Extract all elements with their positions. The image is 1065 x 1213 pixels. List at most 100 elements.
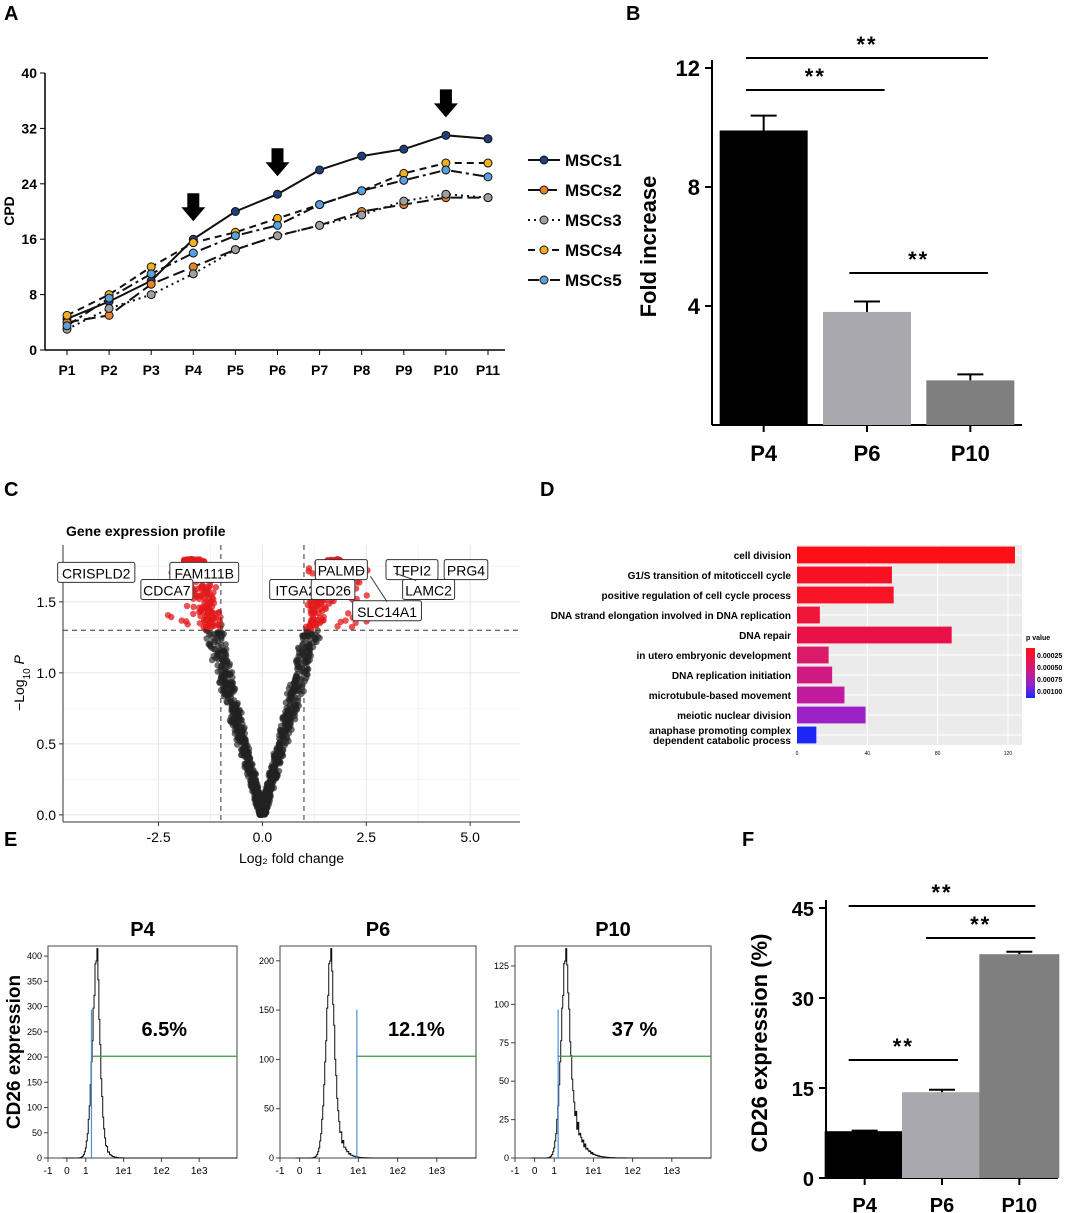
c-gene-label-box xyxy=(57,561,136,583)
a-legend-label: MSCs3 xyxy=(565,211,622,230)
e-y-tick-label: 200 xyxy=(27,1052,42,1062)
d-category-label: G1/S transition of mitoticcell cycle xyxy=(628,571,792,582)
a-data-point xyxy=(441,189,451,199)
down-arrow-icon xyxy=(265,148,290,177)
b-y-axis-label: Fold increase xyxy=(636,176,661,318)
a-data-point xyxy=(104,303,114,313)
c-x-tick-label: 0.0 xyxy=(253,829,273,845)
c-point xyxy=(272,752,280,759)
c-point xyxy=(281,727,289,734)
c-gene-label: PALMD xyxy=(318,563,365,579)
d-legend-value: 0.00100 xyxy=(1037,689,1062,696)
c-y-tick-label: 1.5 xyxy=(37,594,57,610)
c-point xyxy=(264,786,272,794)
c-gene-label: SLC14A1 xyxy=(357,604,417,620)
a-data-point xyxy=(483,193,493,203)
e-y-tick-label: 0 xyxy=(37,1153,42,1163)
a-data-point xyxy=(441,165,451,175)
e-plot-frame xyxy=(47,945,238,1159)
c-point xyxy=(255,803,262,810)
e-y-tick-label: 50 xyxy=(32,1128,42,1138)
c-point xyxy=(226,682,233,690)
e-y-tick-label: 75 xyxy=(499,1038,509,1048)
e-x-tick-label: 1e1 xyxy=(115,1166,132,1177)
a-data-point xyxy=(146,269,156,279)
f-x-tick-label: P6 xyxy=(930,1195,954,1213)
a-data-point xyxy=(273,231,282,241)
b-bar-p4 xyxy=(719,130,808,425)
c-gene-label-box xyxy=(402,578,456,600)
b-y-tick-label: 8 xyxy=(688,175,700,200)
panel-c-volcano-plot: -2.5 0.0 2.5 5.0 0.0 0.5 1.0 1.5 Gene expression… xyxy=(11,523,520,866)
c-point xyxy=(282,713,289,720)
a-series-line-5 xyxy=(66,168,489,327)
a-data-point xyxy=(315,165,325,175)
c-gene-label-box xyxy=(140,578,194,600)
c-point xyxy=(281,720,288,727)
a-legend-marker xyxy=(539,275,549,285)
c-point-significant xyxy=(207,598,215,605)
e-y-tick-label: 0 xyxy=(504,1153,509,1163)
c-point xyxy=(223,691,230,699)
d-legend-title: p value xyxy=(1026,635,1050,642)
a-data-point xyxy=(230,231,240,241)
a-data-point xyxy=(273,220,282,230)
c-point xyxy=(217,676,224,683)
f-y-tick-label: 45 xyxy=(792,899,814,921)
a-legend-marker xyxy=(539,185,549,195)
c-x-tick-label: 5.0 xyxy=(460,829,480,845)
e-x-tick-label: 1 xyxy=(551,1166,557,1177)
c-gene-label: CRISPLD2 xyxy=(62,565,131,581)
d-bar xyxy=(797,566,892,584)
c-point-significant xyxy=(344,610,352,617)
a-y-tick-label: 24 xyxy=(21,176,37,192)
f-x-tick-label: P4 xyxy=(852,1195,877,1213)
f-significance-label: ** xyxy=(931,880,952,905)
panel-a-line-chart: 0 8 16 24 32 40 P1 P2 P3 P4 P5 P6 P7 P8 P9 P10 P11 CPD MSC… xyxy=(1,65,622,378)
panel-label-f: F xyxy=(742,829,754,851)
panel-label-a: A xyxy=(4,3,18,25)
e-x-tick-label: 1e1 xyxy=(585,1166,602,1177)
c-point-significant xyxy=(190,610,197,618)
c-point-significant xyxy=(190,603,197,611)
d-category-label: cell division xyxy=(734,551,791,562)
a-x-tick-label: P9 xyxy=(395,362,412,378)
c-point-significant xyxy=(184,621,191,628)
a-data-point xyxy=(399,196,409,206)
a-y-tick-label: 0 xyxy=(29,342,37,358)
e-y-tick-label: 50 xyxy=(499,1076,509,1086)
c-point-significant xyxy=(348,623,356,631)
a-data-point xyxy=(62,321,72,331)
c-point xyxy=(252,789,259,797)
a-legend-label: MSCs1 xyxy=(565,151,622,170)
c-point xyxy=(286,701,294,709)
c-x-tick-label: 2.5 xyxy=(357,829,377,845)
a-legend-label: MSCs4 xyxy=(565,241,622,260)
f-x-tick-label: P10 xyxy=(1002,1195,1038,1213)
c-point xyxy=(226,660,233,668)
c-point-significant xyxy=(208,603,216,610)
a-x-tick-label: P1 xyxy=(58,362,75,378)
a-y-tick-label: 32 xyxy=(21,120,37,136)
d-bar xyxy=(797,586,894,604)
c-point xyxy=(251,771,258,778)
d-bar xyxy=(797,546,1015,564)
a-x-tick-label: P7 xyxy=(311,362,328,378)
panel-label-e: E xyxy=(4,829,17,851)
e-y-tick-label: 250 xyxy=(27,1027,42,1037)
e-percent-label: 6.5% xyxy=(141,1019,187,1041)
c-point xyxy=(299,648,307,655)
down-arrow-icon xyxy=(181,193,206,222)
c-point xyxy=(205,640,212,648)
d-bar xyxy=(797,686,845,704)
c-point xyxy=(288,691,296,698)
c-point xyxy=(281,742,288,749)
d-x-tick-label: 0 xyxy=(796,751,799,757)
b-x-tick-label: P4 xyxy=(750,441,778,466)
d-category-label: dependent catabolic process xyxy=(653,736,791,747)
c-point xyxy=(270,772,277,779)
a-data-point xyxy=(273,189,282,199)
c-leader-line xyxy=(370,575,388,603)
c-point-significant xyxy=(164,611,172,619)
d-legend-colorbar xyxy=(1026,648,1035,698)
